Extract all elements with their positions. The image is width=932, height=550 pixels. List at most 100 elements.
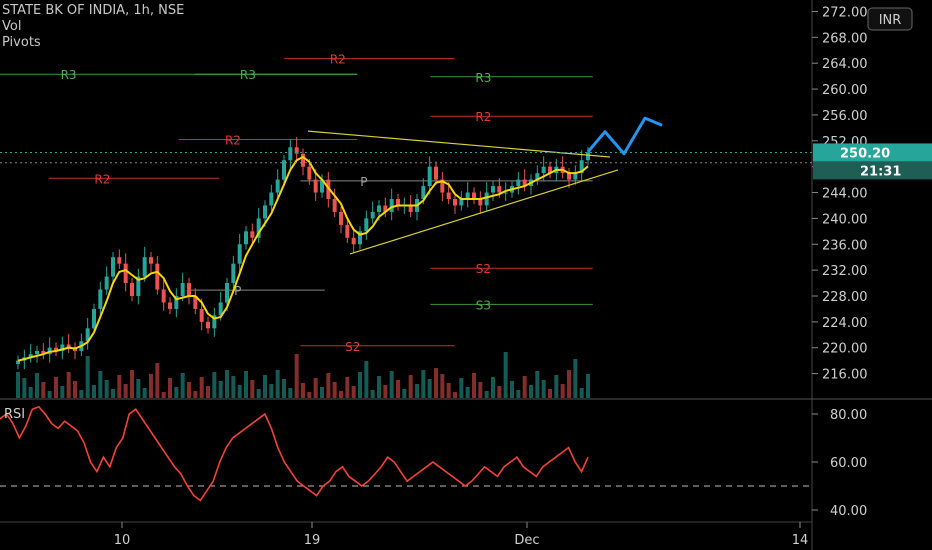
candle-body xyxy=(199,308,204,322)
candle-body xyxy=(54,347,58,351)
volume-bar xyxy=(320,387,324,398)
volume-bar xyxy=(275,370,280,398)
volume-bar xyxy=(313,378,318,398)
volume-bar xyxy=(250,380,255,398)
volume-bar xyxy=(35,373,39,398)
pivot-label: S2 xyxy=(476,262,491,276)
pivot-label: R3 xyxy=(61,68,77,82)
rsi-tick-label: 80.00 xyxy=(830,408,867,423)
volume-bar xyxy=(41,382,46,398)
volume-bar xyxy=(484,391,489,398)
candle-body xyxy=(377,205,381,212)
volume-bar xyxy=(85,356,90,398)
volume-bar xyxy=(136,379,141,398)
volume-bar xyxy=(294,354,299,398)
volume-bar xyxy=(472,373,476,398)
volume-bar xyxy=(560,384,565,398)
candle-body xyxy=(187,283,191,296)
candle-body xyxy=(396,199,400,206)
volume-bar xyxy=(22,378,27,398)
volume-bar xyxy=(66,372,71,398)
volume-bar xyxy=(269,384,274,398)
candle-body xyxy=(294,147,299,154)
candle-body xyxy=(66,344,71,348)
candle-body xyxy=(370,211,375,219)
volume-bar xyxy=(301,383,305,398)
time-axis[interactable]: 10 19 Dec 14 xyxy=(114,522,809,548)
candle-body xyxy=(503,192,508,194)
volume-bar xyxy=(415,384,419,398)
volume-bar xyxy=(199,377,204,398)
candle-body xyxy=(497,186,502,193)
volume-bar xyxy=(427,379,432,398)
candle-body xyxy=(472,192,476,199)
price-tick-label: 236.00 xyxy=(822,238,868,253)
volume-bar xyxy=(396,380,400,398)
volume-bar xyxy=(231,376,236,398)
volume-bar xyxy=(541,380,546,398)
price-tick-label: 260.00 xyxy=(822,83,868,98)
volume-bar xyxy=(79,390,84,398)
candle-body xyxy=(256,218,261,238)
volume-bar xyxy=(370,390,375,398)
candle-body xyxy=(301,153,305,167)
volume-bar xyxy=(168,378,172,398)
chart-legend: STATE BK OF INDIA, 1h, NSE Vol Pivots xyxy=(2,3,184,51)
volume-bar xyxy=(161,392,166,398)
volume-bar xyxy=(282,379,286,398)
volume-bar xyxy=(326,373,331,398)
volume-bar xyxy=(389,371,394,398)
volume-bar xyxy=(288,388,293,398)
volume-bar xyxy=(104,380,109,398)
candle-body xyxy=(28,354,33,358)
volume-bar xyxy=(434,368,438,398)
volume-bar xyxy=(478,382,483,398)
candle-body xyxy=(339,211,343,225)
volume-bar xyxy=(491,377,495,398)
countdown-value: 21:31 xyxy=(860,164,901,179)
candle-body xyxy=(332,199,337,212)
candle-body xyxy=(130,283,134,296)
price-tick-label: 268.00 xyxy=(822,31,868,46)
countdown-tag xyxy=(813,161,932,180)
candle-body xyxy=(212,315,217,329)
pivot-label: R3 xyxy=(240,68,256,82)
rsi-label: RSI xyxy=(4,407,25,422)
price-tick-label: 216.00 xyxy=(822,368,868,383)
volume-bar xyxy=(180,373,185,398)
projection-arrow xyxy=(586,116,663,156)
volume-bar xyxy=(421,370,426,398)
price-tick-label: 224.00 xyxy=(822,316,868,331)
volume-bar xyxy=(244,371,248,398)
candle-body xyxy=(541,166,546,174)
candle-body xyxy=(193,296,198,309)
volume-bar xyxy=(142,388,147,398)
volume-bar xyxy=(459,378,464,398)
volume-bar xyxy=(155,363,160,398)
volume-indicator-label: Vol xyxy=(2,19,22,34)
last-price-tag xyxy=(813,143,932,162)
pivot-label: R2 xyxy=(225,134,241,148)
time-tick-label: 10 xyxy=(114,533,131,548)
pivot-label: P xyxy=(360,175,367,189)
price-tick-label: 232.00 xyxy=(822,264,868,279)
candle-body xyxy=(92,308,96,329)
candle-body xyxy=(244,231,248,245)
volume-bar xyxy=(117,375,122,398)
projection-path xyxy=(586,116,663,156)
candle-body xyxy=(288,147,293,161)
candle-body xyxy=(237,244,242,264)
candle-body xyxy=(174,296,179,309)
symbol-title: STATE BK OF INDIA, 1h, NSE xyxy=(2,3,185,18)
volume-bar xyxy=(149,374,153,398)
volume-bar xyxy=(364,361,369,398)
candle-body xyxy=(408,205,413,212)
volume-bar xyxy=(206,386,210,398)
candle-body xyxy=(320,179,324,193)
candle-body xyxy=(535,173,540,180)
volume-bar xyxy=(567,370,571,398)
candle-body xyxy=(453,199,457,206)
volume-bar xyxy=(98,371,103,398)
